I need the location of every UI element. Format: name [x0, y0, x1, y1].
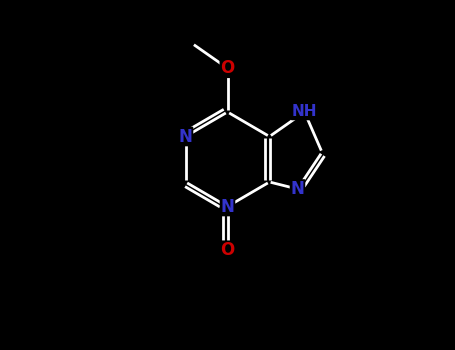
Text: N: N — [221, 197, 234, 216]
Text: N: N — [291, 180, 304, 198]
Text: O: O — [220, 241, 235, 259]
Text: O: O — [220, 59, 235, 77]
Text: N: N — [178, 127, 192, 146]
Text: NH: NH — [292, 105, 317, 119]
